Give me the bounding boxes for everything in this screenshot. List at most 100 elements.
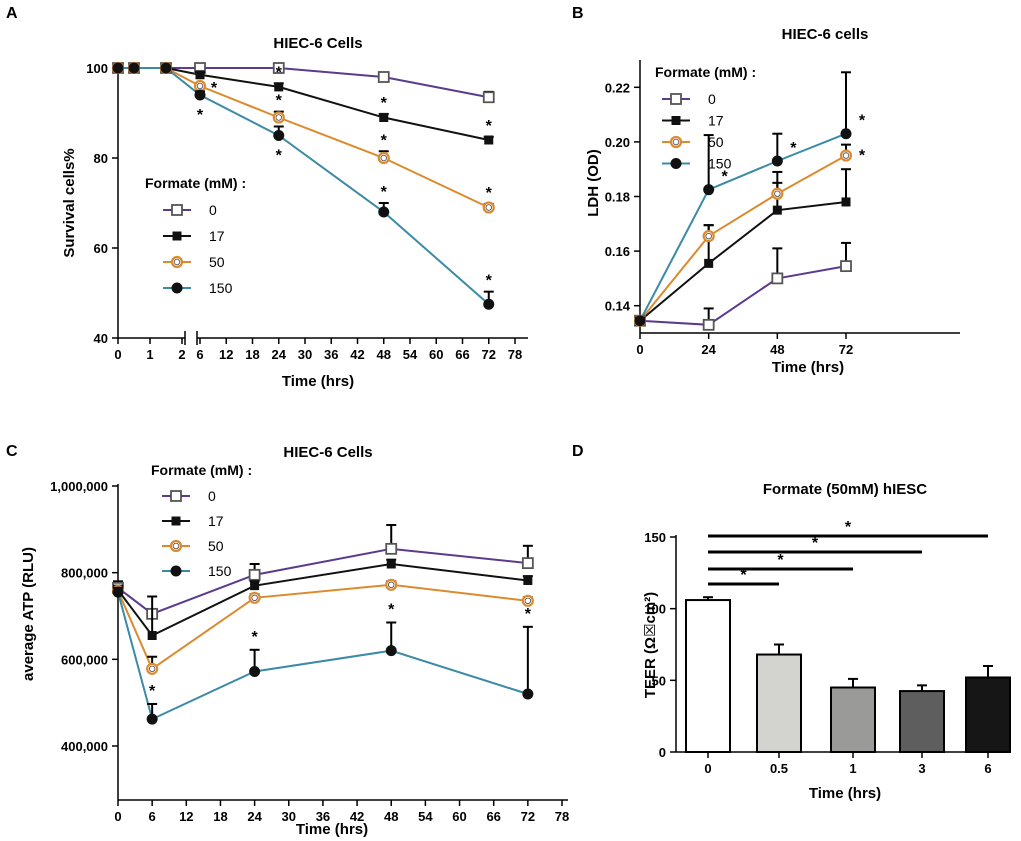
chart-b-ytick-label: 0.20 <box>605 135 630 150</box>
chart-a-legend: Formate (mM) : 0 17 50 150 <box>145 175 246 296</box>
chart-a-xtick-label: 24 <box>272 347 287 362</box>
chart-b-legend: Formate (mM) : 0 17 50 150 <box>655 64 756 172</box>
chart-d-ytick-label: 150 <box>644 530 666 545</box>
chart-c-xtick-label: 12 <box>179 809 193 824</box>
chart-a-ytick-label: 100 <box>86 61 108 76</box>
chart-a-point-150 <box>273 130 285 141</box>
chart-b-ytick-label: 0.14 <box>605 299 631 314</box>
legend-b-label-0: 0 <box>708 91 716 107</box>
chart-a-sig-star: * <box>486 273 493 290</box>
chart-d-bar-3 <box>899 690 945 753</box>
chart-a-point-150 <box>194 89 206 101</box>
chart-a-sig-star: * <box>486 118 493 135</box>
chart-c-series-line-150 <box>117 591 529 721</box>
chart-c-point-150 <box>385 645 397 657</box>
chart-d-title: Formate (50mM) hIESC <box>763 481 927 498</box>
chart-c-xtick-label: 60 <box>452 809 466 824</box>
chart-c-ylabel: average ATP (RLU) <box>20 547 37 681</box>
chart-c-sig-star: * <box>149 683 156 700</box>
chart-d-xtick-label: 1 <box>849 761 856 776</box>
chart-d-bar-0.5 <box>756 653 802 753</box>
chart-c-xtick-label: 54 <box>418 809 433 824</box>
chart-d-sig-star: * <box>845 519 852 536</box>
chart-c-ytick-label: 1,000,000 <box>50 479 108 494</box>
legend-c-label-17: 17 <box>208 513 224 529</box>
chart-a-point-150 <box>483 298 495 310</box>
chart-d-xtick-label: 6 <box>984 761 991 776</box>
chart-b-xtick-label: 24 <box>701 342 716 357</box>
legend-b-marker-17 <box>671 116 681 125</box>
chart-a-xtick-label: 30 <box>298 347 312 362</box>
chart-d-bar-6 <box>965 676 1011 754</box>
chart-b-series-line-0 <box>639 265 847 326</box>
chart-b-series-line-50 <box>639 154 847 322</box>
chart-b-point-17 <box>841 197 851 207</box>
chart-a-point-0 <box>272 62 285 74</box>
chart-c-ytick-label: 400,000 <box>61 739 108 754</box>
legend-c-marker-0 <box>170 490 182 502</box>
chart-b-sig-star: * <box>859 113 866 130</box>
chart-b-point-0 <box>840 260 852 273</box>
chart-d-plot: 0 50 100 150 0 0.5 1 3 6 * * * * <box>644 519 1011 776</box>
legend-b-marker-0 <box>670 93 682 105</box>
chart-c-series-line-0 <box>117 547 528 615</box>
chart-c-sig-star: * <box>251 629 258 646</box>
chart-c-point-150 <box>112 586 124 598</box>
chart-d-xtick-label: 3 <box>918 761 925 776</box>
legend-c-marker-150 <box>170 565 182 577</box>
chart-a-sig-star: * <box>276 148 283 165</box>
chart-d-sig-star: * <box>812 535 819 552</box>
legend-a-marker-0 <box>171 204 183 216</box>
chart-c-point-150 <box>522 688 534 700</box>
chart-a-point-150 <box>112 62 124 74</box>
chart-a-point-150 <box>160 62 172 74</box>
chart-c-xlabel: Time (hrs) <box>296 821 368 838</box>
chart-a-xtick-label: 12 <box>219 347 233 362</box>
chart-a-sig-star: * <box>381 132 388 149</box>
chart-a-xtick-label: 42 <box>350 347 364 362</box>
chart-a-sig-star: * <box>276 93 283 110</box>
chart-c-point-150 <box>146 713 158 725</box>
chart-a-sig-star: * <box>381 184 388 201</box>
panel-letter-a: A <box>6 5 18 22</box>
panel-letter-c: C <box>6 443 18 460</box>
chart-c-xtick-label: 24 <box>247 809 262 824</box>
chart-d-ytick-label: 100 <box>644 602 666 617</box>
chart-a-sig-star: * <box>381 95 388 112</box>
chart-b-title: HIEC-6 cells <box>782 26 869 43</box>
chart-c-sig-star: * <box>525 606 532 623</box>
chart-b-point-150 <box>634 315 646 327</box>
chart-c-xtick-label: 6 <box>149 809 156 824</box>
chart-d-xlabel: Time (hrs) <box>809 785 881 802</box>
chart-b-series-line-17 <box>639 200 847 322</box>
chart-a-point-150 <box>128 62 140 74</box>
chart-a-xtick-label: 66 <box>455 347 469 362</box>
chart-a-ytick-label: 80 <box>94 151 108 166</box>
chart-b-point-0 <box>771 272 784 285</box>
chart-a-xtick-label: 72 <box>482 347 496 362</box>
chart-a-title: HIEC-6 Cells <box>273 35 362 52</box>
panel-b: B HIEC-6 cells LDH (OD) Time (hrs) 0.140… <box>572 5 960 376</box>
legend-a-marker-150 <box>171 282 183 294</box>
chart-a-point-0 <box>482 91 495 104</box>
chart-d-bar-0 <box>685 599 731 753</box>
chart-b-point-150 <box>840 128 852 140</box>
chart-b-point-150 <box>703 184 715 196</box>
chart-d-ytick-label: 50 <box>652 673 666 688</box>
chart-c-sig-star: * <box>388 602 395 619</box>
chart-c-xtick-label: 18 <box>213 809 227 824</box>
panel-letter-d: D <box>572 443 584 460</box>
chart-c-point-0 <box>385 542 398 555</box>
legend-b-label-150: 150 <box>708 156 732 172</box>
chart-b-xtick-label: 48 <box>770 342 784 357</box>
chart-d-sig-star: * <box>777 552 784 569</box>
chart-b-xtick-label: 72 <box>839 342 853 357</box>
chart-a-xtick-label: 78 <box>508 347 522 362</box>
chart-c-point-0 <box>248 568 261 581</box>
chart-c-xtick-label: 0 <box>114 809 121 824</box>
chart-c-point-0 <box>521 557 534 570</box>
chart-c-point-17 <box>147 631 157 640</box>
chart-a-xtick-label: 2 <box>178 347 185 362</box>
chart-b-point-150 <box>771 155 783 167</box>
